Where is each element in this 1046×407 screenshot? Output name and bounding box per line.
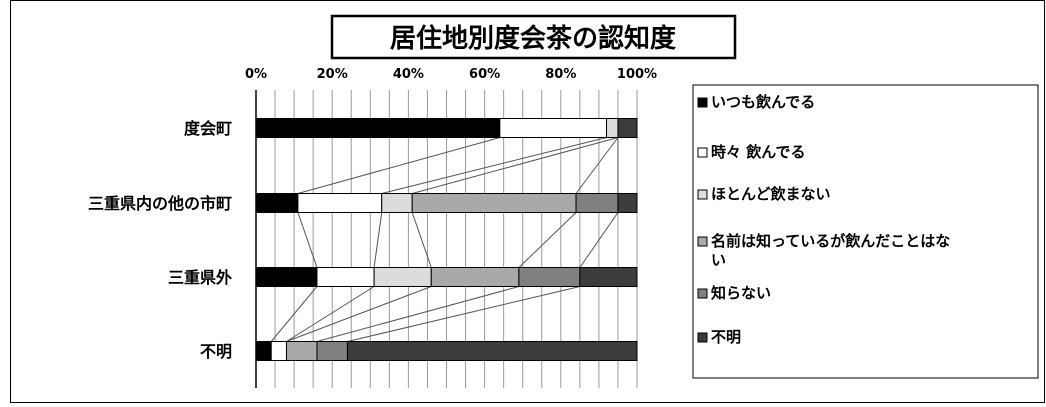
- category-label: 不明: [200, 342, 232, 361]
- legend-swatch: [697, 288, 708, 299]
- bar-segment: [255, 267, 318, 287]
- series-line: [316, 286, 520, 342]
- bar-segment: [617, 193, 638, 213]
- bar-segment: [518, 267, 581, 287]
- series-line: [286, 286, 375, 342]
- bar-segment: [255, 118, 501, 138]
- series-line: [518, 212, 577, 268]
- category-label: 三重県内の他の市町: [88, 194, 232, 213]
- series-line: [347, 286, 580, 342]
- bar-segment: [255, 193, 299, 213]
- x-tick-label: 100%: [617, 67, 657, 82]
- category-label: 度会町: [184, 119, 232, 138]
- series-line: [579, 212, 619, 268]
- series-line: [575, 137, 619, 194]
- legend-swatch: [697, 189, 708, 200]
- bar-segment: [285, 341, 318, 361]
- series-line: [297, 212, 318, 268]
- series-line: [286, 286, 432, 342]
- grid: [255, 90, 638, 388]
- legend-label: 知らない: [711, 284, 771, 302]
- series-line: [297, 137, 500, 194]
- bar-segment: [255, 341, 272, 361]
- bar-segment: [430, 267, 520, 287]
- legend-frame: [692, 84, 1039, 379]
- legend-label: 不明: [711, 328, 741, 346]
- bar-segment: [579, 267, 638, 287]
- legend-label: い: [711, 251, 726, 269]
- bar-segment: [606, 118, 619, 138]
- series-lines: [270, 137, 619, 342]
- x-tick-label: 0%: [245, 67, 267, 82]
- legend-label: 時々 飲んでる: [711, 143, 805, 161]
- legend-label: 名前は知っているが飲んだことはな: [711, 232, 950, 250]
- legend-swatch: [697, 236, 708, 247]
- series-line: [412, 137, 619, 194]
- series-line: [381, 137, 607, 194]
- x-tick-label: 20%: [317, 67, 348, 82]
- bar-segment: [499, 118, 608, 138]
- bar-segment: [617, 118, 638, 138]
- bar-segment: [346, 341, 638, 361]
- x-tick-label: 80%: [545, 67, 576, 82]
- bar-segment: [270, 341, 287, 361]
- bar-segment: [316, 341, 348, 361]
- chart-title: 居住地別度会茶の認知度: [390, 23, 676, 54]
- bars: [255, 118, 638, 361]
- category-label: 三重県外: [168, 268, 232, 287]
- series-line: [373, 212, 383, 268]
- series-line: [411, 212, 432, 268]
- bar-segment: [316, 267, 375, 287]
- legend-label: ほとんど飲まない: [711, 185, 831, 203]
- legend-label: いつも飲んでる: [711, 93, 815, 111]
- bar-segment: [575, 193, 619, 213]
- bar-segment: [411, 193, 577, 213]
- legend-swatch: [697, 332, 708, 343]
- series-line: [270, 286, 318, 342]
- bar-segment: [297, 193, 383, 213]
- x-tick-label: 40%: [393, 67, 424, 82]
- bar-segment: [373, 267, 432, 287]
- x-tick-label: 60%: [469, 67, 500, 82]
- chart-title-box: 居住地別度会茶の認知度: [330, 14, 737, 60]
- legend-swatch: [697, 97, 708, 108]
- chart-title-frame: [330, 14, 737, 60]
- legend-swatch: [697, 147, 708, 158]
- bar-segment: [381, 193, 413, 213]
